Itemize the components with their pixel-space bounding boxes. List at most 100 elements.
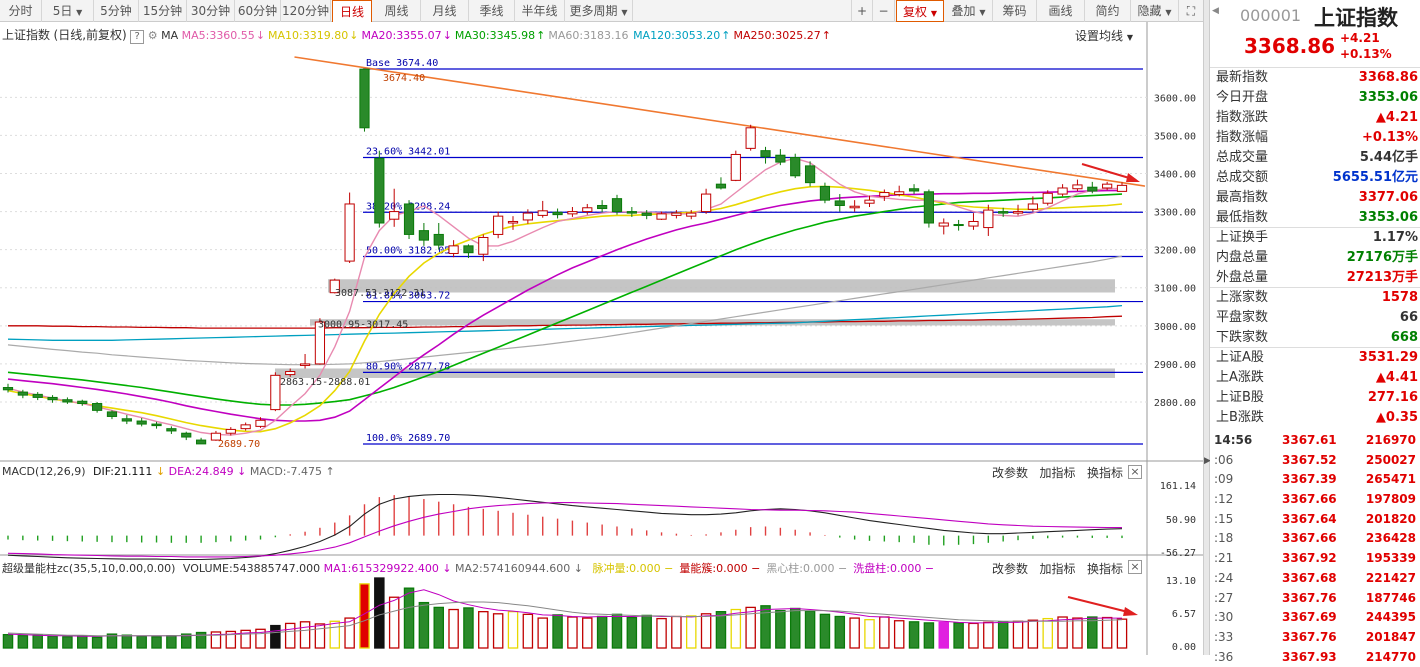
volume-bar (314, 623, 326, 649)
candle-up (210, 432, 222, 441)
quote-field-value: 3368.86 (1358, 70, 1418, 85)
period-tab-5day[interactable]: 5日 ▼ (42, 0, 94, 22)
period-tab-fenshi[interactable]: 分时 (0, 0, 42, 22)
quote-field-label: 上A涨跌 (1216, 370, 1264, 385)
volume-bar (507, 611, 519, 649)
candle-up (1042, 192, 1053, 204)
volume-bar (923, 622, 935, 649)
candle-up (656, 213, 667, 220)
dash-marker: − (834, 562, 848, 575)
gear-icon[interactable]: ⚙ (147, 29, 158, 42)
fuquan-dropdown[interactable]: 复权 ▼ (896, 0, 944, 22)
zoom-out-button[interactable]: − (873, 0, 895, 22)
vol-change-params-button[interactable]: 改参数 (992, 562, 1029, 576)
candle-up (1057, 187, 1068, 195)
macd-change-params-button[interactable]: 改参数 (992, 466, 1029, 480)
quote-field-value: 1578 (1381, 290, 1418, 305)
tick-time: :33 (1214, 629, 1234, 644)
quote-field-row: 最高指数 3377.06 (1210, 188, 1420, 208)
period-tab-halfyear[interactable]: 半年线 (515, 0, 565, 22)
panel-splitter[interactable]: ▶ (1203, 0, 1211, 655)
volume-bar (1057, 616, 1068, 649)
candle-down (626, 211, 637, 214)
dash-marker: − (921, 562, 935, 575)
candle-down (374, 157, 385, 224)
zoom-in-button[interactable]: + (851, 0, 873, 22)
period-tab-quarterly[interactable]: 季线 (469, 0, 515, 22)
macd-close-icon[interactable]: × (1128, 465, 1142, 479)
period-tab-60min[interactable]: 60分钟 (235, 0, 281, 22)
quote-header: ◀ 000001 上证指数 3368.86 +4.21 +0.13% (1210, 0, 1420, 68)
tick-price: 3367.93 (1282, 649, 1337, 664)
chart-title: 上证指数 (2, 28, 51, 42)
quote-field-row: 最新指数 3368.86 (1210, 68, 1420, 88)
tick-price: 3367.76 (1282, 590, 1337, 605)
candle-down (2, 387, 14, 391)
chips-button[interactable]: 筹码 (993, 0, 1037, 22)
tick-row: :36 3367.93 214770 (1210, 648, 1420, 667)
volume-bar (671, 615, 682, 649)
simple-mode-button[interactable]: 简约 (1085, 0, 1131, 22)
high-annotation: 3674.40 (383, 73, 425, 84)
tick-volume: 265471 (1365, 472, 1416, 487)
quote-field-label: 上证B股 (1216, 390, 1264, 405)
period-tab-120min[interactable]: 120分钟 (281, 0, 331, 22)
volume-bar (938, 621, 950, 649)
volume-bar (2, 633, 14, 649)
tick-list[interactable]: 14:56 3367.61 216970:06 3367.52 250027:09 336… (1210, 431, 1420, 667)
more-periods-dropdown[interactable]: 更多周期 ▼ (565, 0, 633, 22)
low-annotation: 2689.70 (218, 439, 260, 450)
vol-legend: 超级量能柱zc(35,5,10,0.00,0.00) VOLUME:543885… (2, 560, 934, 576)
vol-switch-indicator-button[interactable]: 换指标 (1086, 562, 1123, 576)
trend-line (294, 56, 1146, 187)
dif-line (7, 493, 1123, 561)
index-name: 上证指数 (1314, 6, 1398, 30)
period-tab-5min[interactable]: 5分钟 (94, 0, 139, 22)
volume-bar (1042, 617, 1053, 649)
fullscreen-icon[interactable]: ⛶ (1186, 4, 1196, 18)
draw-line-button[interactable]: 画线 (1037, 0, 1085, 22)
help-icon[interactable]: ? (130, 30, 145, 44)
index-code: 000001 (1240, 6, 1302, 25)
scroll-left-icon[interactable]: ◀ (1212, 6, 1219, 16)
candle-down (998, 211, 1009, 214)
tick-price: 3367.66 (1282, 492, 1337, 507)
candle-down (136, 420, 147, 425)
period-tab-daily[interactable]: 日线 (332, 0, 372, 22)
quote-field-label: 平盘家数 (1216, 310, 1269, 325)
overlay-dropdown[interactable]: 叠加 ▼ (945, 0, 993, 22)
vol-close-icon[interactable]: × (1128, 560, 1142, 574)
quote-field-value: 1.17% (1372, 230, 1418, 245)
price-tick-label: 3600.00 (1154, 93, 1196, 104)
period-tab-30min[interactable]: 30分钟 (187, 0, 235, 22)
quote-field-row: 外盘总量 27213万手 (1210, 268, 1420, 288)
volume-bar (299, 621, 311, 649)
period-tab-weekly[interactable]: 周线 (373, 0, 421, 22)
macd-switch-indicator-button[interactable]: 换指标 (1086, 466, 1123, 480)
candle-up (299, 363, 311, 366)
volume-bar (745, 606, 756, 649)
candle-up (938, 222, 949, 227)
volume-bar (1087, 616, 1098, 649)
red-arrow-marker (1081, 163, 1137, 181)
tick-row: 14:56 3367.61 216970 (1210, 431, 1420, 451)
quote-field-value: 668 (1390, 330, 1418, 345)
vol-add-indicator-button[interactable]: 加指标 (1039, 562, 1076, 576)
tick-price: 3367.39 (1282, 472, 1337, 487)
candle-up (849, 205, 860, 209)
hide-dropdown[interactable]: 隐藏 ▼ (1131, 0, 1179, 22)
volume-bar (91, 636, 103, 649)
ma-settings-button[interactable]: 设置均线 ▼ (1075, 27, 1133, 44)
gap-annotation: 2863.15-2888.01 (280, 377, 370, 388)
gap-zone (275, 368, 1115, 378)
volume-bar (997, 621, 1009, 649)
candle-down (32, 393, 43, 398)
macd-add-indicator-button[interactable]: 加指标 (1039, 466, 1076, 480)
tick-volume: 214770 (1365, 649, 1416, 664)
period-tab-15min[interactable]: 15分钟 (139, 0, 187, 22)
vol-ma2: MA2:574160944.600 (455, 562, 571, 575)
period-tab-monthly[interactable]: 月线 (421, 0, 469, 22)
tick-time: :12 (1214, 492, 1234, 507)
candle-up (329, 279, 340, 294)
